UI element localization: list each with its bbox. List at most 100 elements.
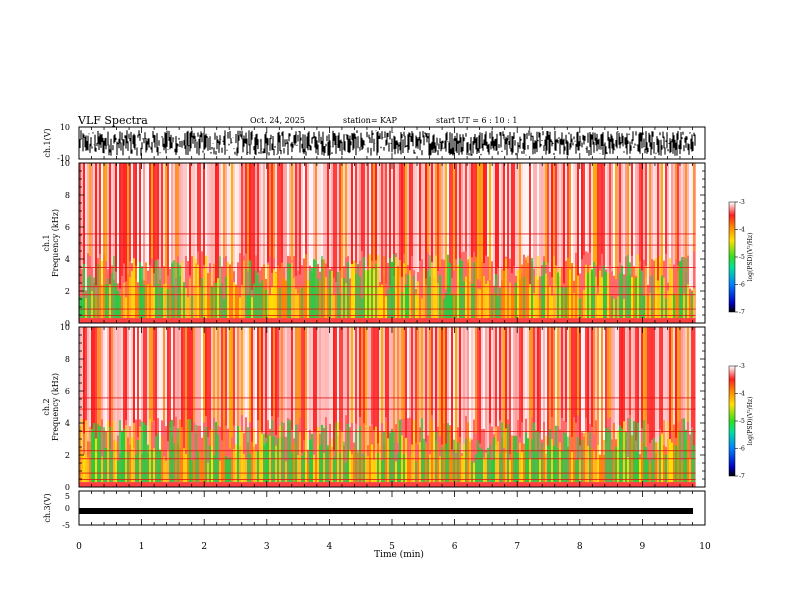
spectrogram-lowband [515,282,517,319]
spectrogram-column [333,163,335,278]
spectrogram-column [255,327,257,445]
spectrogram-lowband [633,266,635,319]
spectrogram-lowband [491,460,493,483]
spectrogram-lowband [289,264,291,319]
spectrogram-lowband [439,275,441,319]
spectrogram-column [559,163,561,277]
spectrogram-column [631,327,633,438]
spectrogram-lowband [221,283,223,319]
spectrogram-column [601,163,603,254]
spectrogram-lowband [89,275,91,319]
spectrogram-lowband [293,277,295,319]
spectrogram-column [463,327,465,452]
spectrogram-column [185,163,187,257]
spectrogram-lowband [479,447,481,483]
spectrogram-column [309,327,311,430]
spectrogram-lowband [579,458,581,483]
spectrogram-lowband [195,424,197,483]
spectrogram-lowband [213,455,215,483]
spectrogram-lowband [339,293,341,319]
spectrogram-column [229,327,231,449]
spectrogram-lowband [101,260,103,319]
spectrogram-lowband [641,441,643,483]
spectrogram-column [281,163,283,263]
spectrogram-lowband [127,451,129,483]
spectrogram-lowband [239,297,241,319]
spectrogram-lowband [353,260,355,319]
spectrogram-column [127,327,129,438]
spectrogram-lowband [471,460,473,483]
spectrogram-column [273,327,275,421]
spectrogram-column [603,327,605,455]
spectrogram-column [589,327,591,425]
spectrogram-column [605,163,607,270]
spectrogram-column [653,163,655,261]
spectrogram-column [125,163,127,282]
spectrogram-column [315,327,317,433]
spectrogram-column [477,163,479,280]
spectrogram-column [173,327,175,427]
spectrogram-lowband [465,276,467,319]
spectrogram-lowband [233,281,235,319]
spectrogram-lowband [513,436,515,483]
spectrogram-column [251,327,253,453]
spectrogram-lowband [455,295,457,319]
spectrogram-column [625,163,627,257]
spectrogram-column [535,163,537,281]
spectrogram-lowband [415,293,417,319]
spectrogram-column [187,327,189,449]
spectrogram-lowband [387,289,389,319]
spectrogram-lowband [247,294,249,319]
spectrogram-lowband [553,445,555,483]
ch3-ytick-minus5: -5 [62,521,70,530]
spectrogram-column [229,163,231,265]
spectrogram-column [597,327,599,452]
spectrogram-lowband [275,445,277,483]
spectrogram-lowband [485,452,487,483]
spectrogram-column [95,327,97,454]
spectrogram-lowband [325,426,327,483]
spectrogram-lowband [173,443,175,483]
spectrogram-lowband [141,266,143,319]
spectrogram-column [337,163,339,287]
spectrogram-lowband [627,456,629,483]
spectrogram-column [687,327,689,423]
spectrogram-lowband [351,264,353,319]
spectrogram-lowband [573,420,575,483]
spectrogram-lowband [675,445,677,483]
ch1-spectrogram-image [79,163,696,323]
spectrogram-lowband [129,277,131,319]
spectrogram-lowband [649,462,651,483]
spectrogram-column [643,327,645,444]
spectrogram-line [79,233,696,235]
spectrogram-column [681,327,683,419]
spectrogram-lowband [655,442,657,483]
spectrogram-column [535,327,537,431]
spectrogram-column [359,327,361,417]
spectrogram-column [547,327,549,448]
spectrogram-lowband [389,432,391,483]
spectrogram-column [291,327,293,430]
spectrogram-lowband [623,298,625,319]
spectrogram-lowband [473,262,475,319]
spectrogram-column [201,327,203,438]
spectrogram-lowband [295,424,297,483]
spectrogram-lowband [319,444,321,483]
spectrogram-column [693,327,695,451]
spectrogram-column [95,163,97,286]
spectrogram-lowband [95,296,97,319]
spectrogram-lowband [321,424,323,483]
spectrogram-lowband [443,423,445,483]
spectrogram-lowband [595,276,597,319]
ytick-label: 0 [65,319,70,328]
spectrogram-column [303,163,305,259]
spectrogram-lowband [425,278,427,319]
spectrogram-lowband [159,449,161,483]
spectrogram-lowband [587,272,589,319]
spectrogram-column [447,327,449,431]
spectrogram-column [165,327,167,427]
spectrogram-column [269,163,271,257]
spectrogram-line [79,286,696,288]
spectrogram-lowband [335,294,337,319]
spectrogram-lowband [437,442,439,483]
